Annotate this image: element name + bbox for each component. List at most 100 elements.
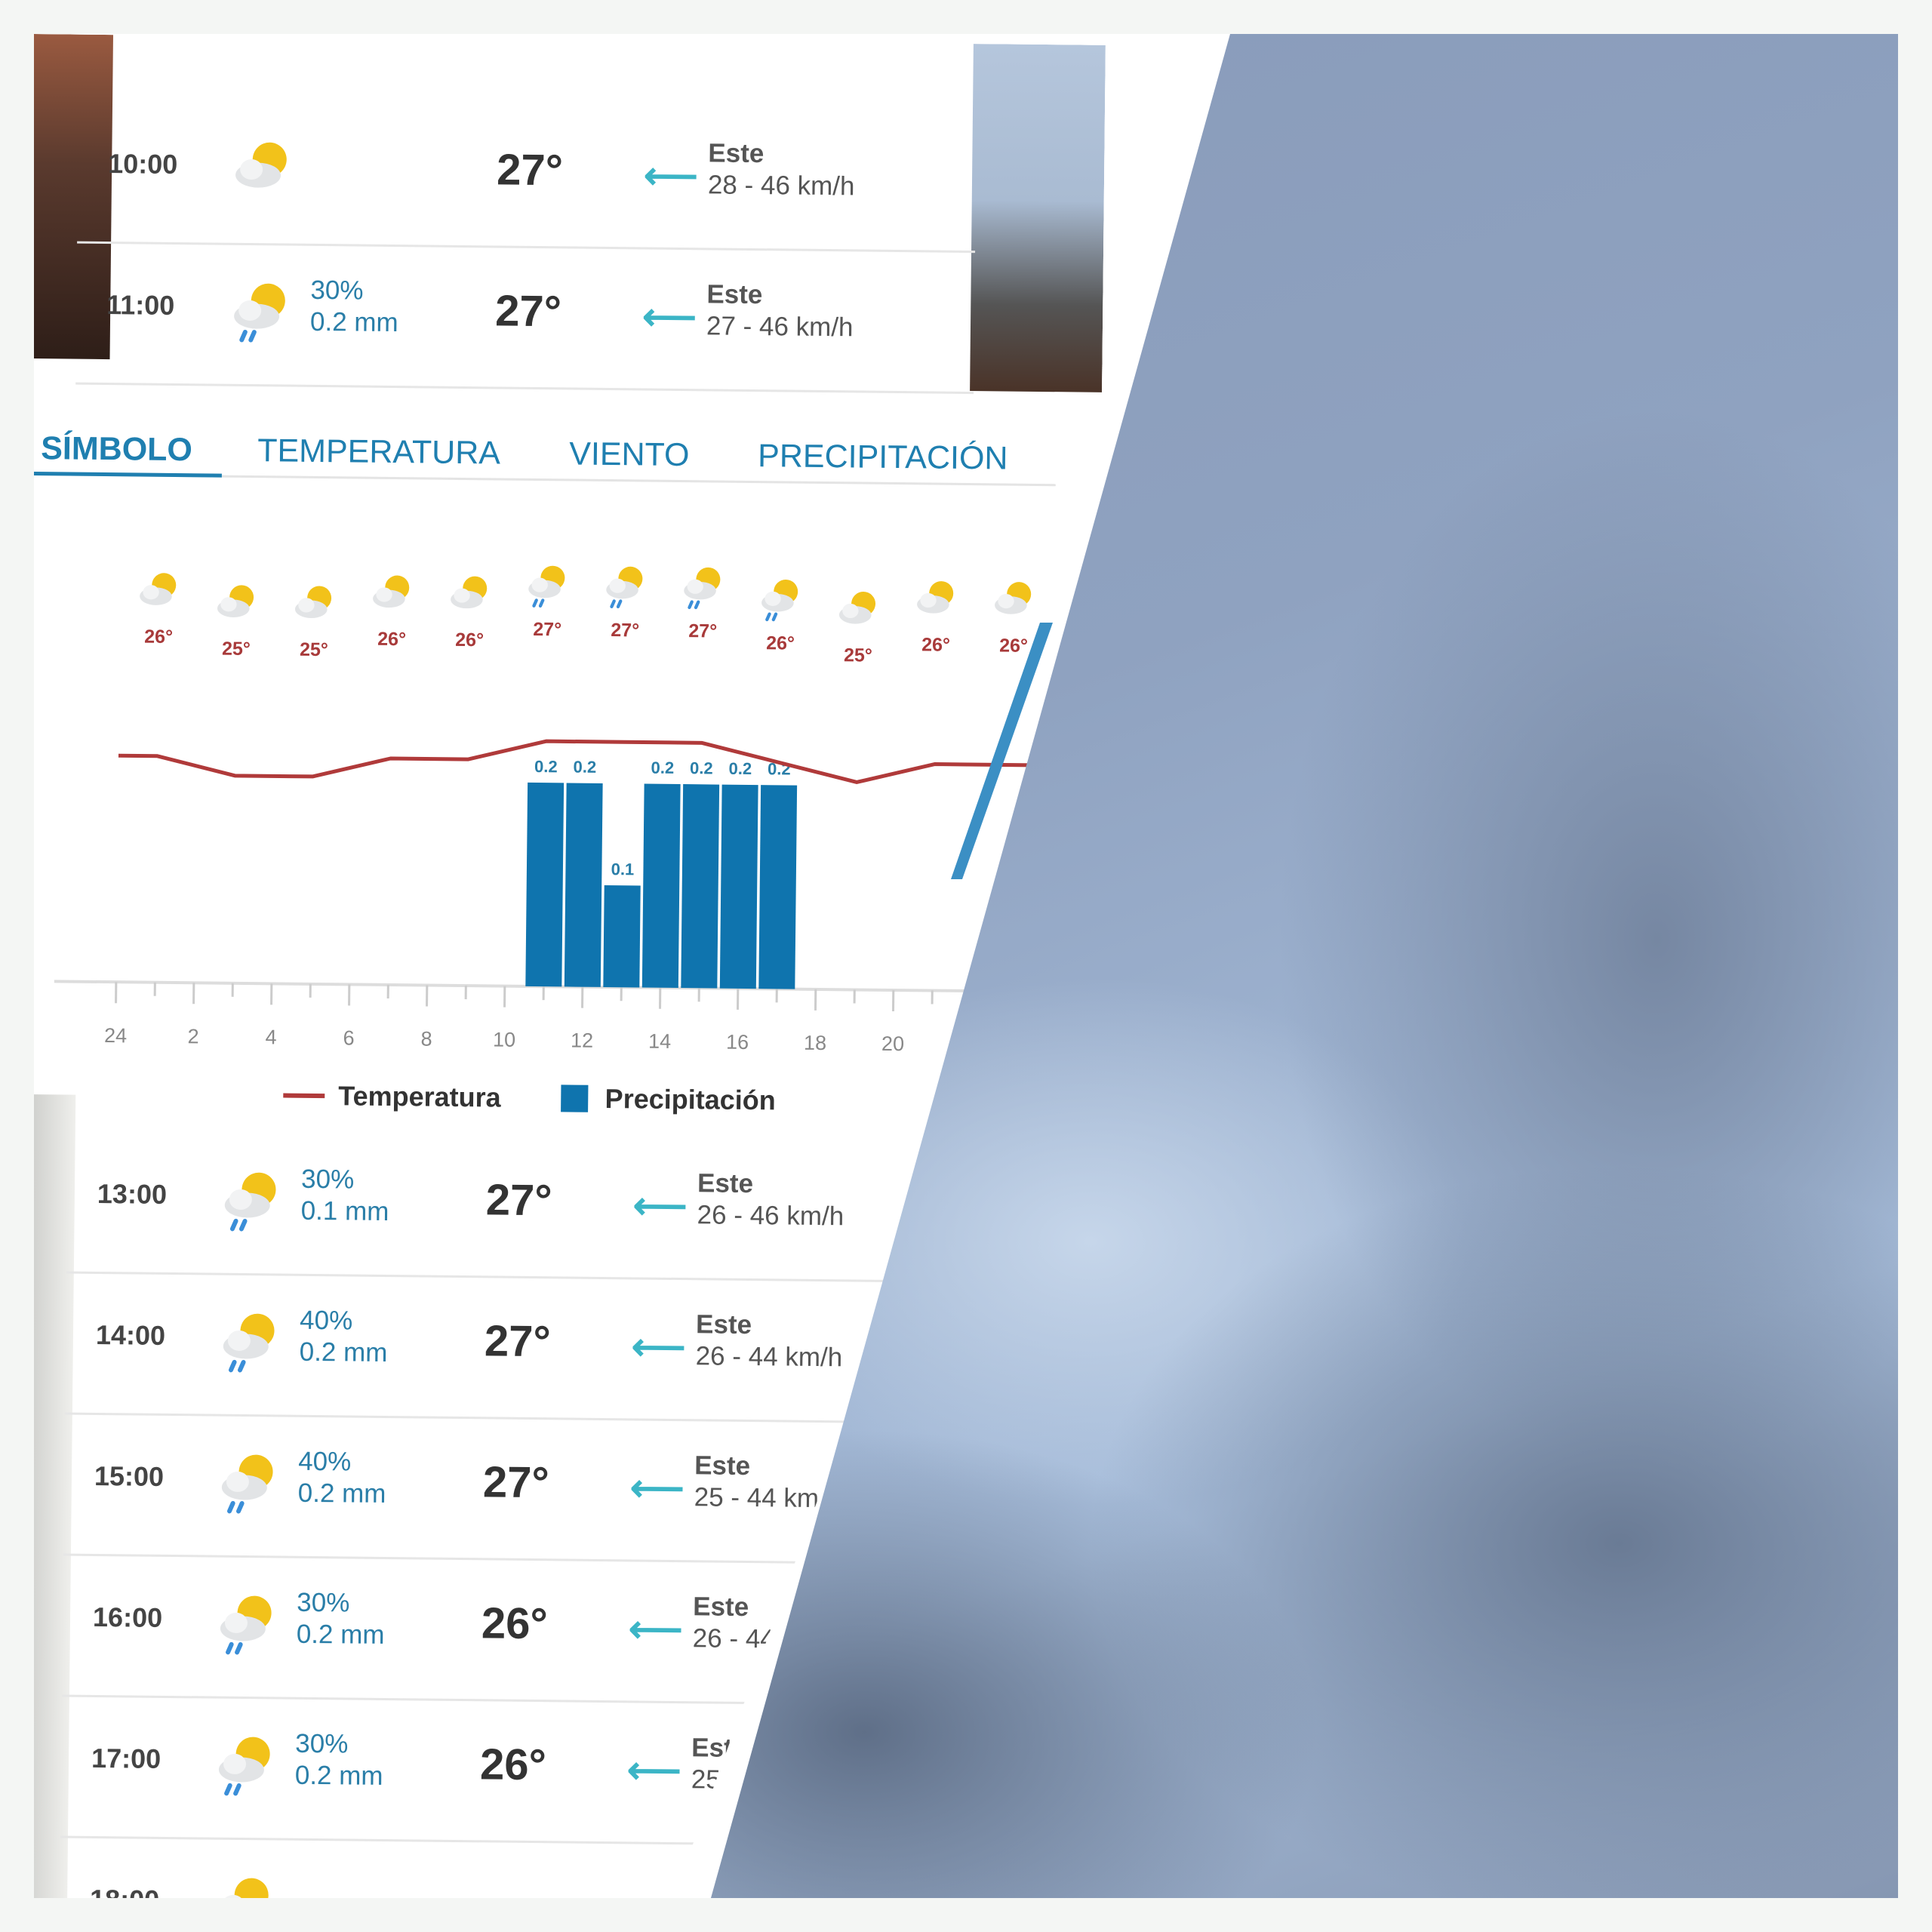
precip-probability: 40% [299,1305,353,1336]
precip-probability: 30% [310,275,364,306]
x-tick-label: 18 [804,1032,826,1054]
symbol-temperature: 25° [844,645,872,666]
precip-info: 30% 0.2 mm [310,275,399,339]
precip-bar [720,785,758,989]
sun-cloud-rain-icon [684,568,721,608]
row-time: 16:00 [92,1601,163,1633]
sun-cloud-rain-icon [761,580,798,620]
symbol-temperature: 26° [455,629,484,651]
forecast-row[interactable]: 18:00 [59,1838,958,1898]
wind-speed: 26 - 44 km/h [695,1341,843,1373]
wind-info: Este 27 - 46 km/h [706,278,854,343]
wind-arrow-icon: ⟵ [641,295,697,339]
precip-bar-label: 0.2 [651,758,674,777]
sun-cloud-icon [217,585,254,617]
precip-bar-label: 0.2 [573,758,596,777]
precip-bar-label: 0.2 [690,758,713,777]
legend-precip-swatch [561,1085,588,1112]
precip-bar [525,783,564,986]
x-tick-label: 4 [265,1026,276,1048]
row-temperature: 27° [484,1316,551,1367]
symbol-temperature: 25° [222,638,251,660]
row-time: 18:00 [90,1884,160,1898]
wind-info: Este 26 - 44 km/h [695,1309,842,1374]
wind-arrow-icon: ⟵ [626,1749,681,1792]
tab-temperatura[interactable]: TEMPERATURA [257,432,501,472]
sun-cloud-rain-icon [216,1306,285,1374]
symbol-temperature: 25° [300,639,328,660]
sun-cloud-icon [140,573,176,605]
forecast-row[interactable]: 14:00 40% 0.2 mm 27° ⟵ Este 26 - 44 km/h [65,1274,964,1424]
wind-direction: Este [695,1309,752,1340]
row-time: 10:00 [107,148,178,180]
sun-cloud-icon [295,586,331,618]
symbol-temperature: 26° [377,629,406,650]
forecast-row[interactable]: 13:00 30% 0.1 mm 27° ⟵ Este 26 - 46 km/h [66,1133,966,1283]
sun-cloud-icon [373,575,409,608]
symbol-temperature: 27° [688,620,717,641]
row-temperature: 27° [496,145,564,195]
background-strip [970,44,1106,392]
precip-amount: 0.2 mm [297,1478,386,1509]
row-temperature: 27° [482,1457,549,1508]
forecast-chart: 242468101214161820220.20.20.10.20.20.20.… [34,517,1085,1057]
precip-info: 30% 0.2 mm [295,1728,384,1792]
row-temperature: 26° [481,1598,549,1649]
precip-info: 40% 0.2 mm [300,1305,389,1369]
row-time: 15:00 [94,1460,165,1492]
precip-amount: 0.2 mm [294,1760,383,1791]
symbol-temperature: 26° [766,632,795,654]
row-temperature: 27° [485,1175,552,1226]
sun-cloud-icon [211,1870,279,1898]
sun-cloud-rain-icon [212,1729,281,1798]
wind-arrow-icon: ⟵ [632,1184,688,1228]
tab-simbolo[interactable]: SÍMBOLO [40,430,193,469]
wind-speed: 28 - 46 km/h [707,170,855,202]
row-time: 11:00 [106,289,175,321]
precip-bar-label: 0.1 [611,860,635,878]
x-tick-label: 20 [881,1032,904,1055]
precip-amount: 0.1 mm [300,1195,389,1227]
forecast-row[interactable]: 16:00 30% 0.2 mm 26° ⟵ Este 26 - 44 km/h [62,1556,961,1706]
row-time: 13:00 [97,1177,168,1210]
symbol-temperature: 26° [144,626,173,648]
x-tick-label: 10 [493,1028,515,1051]
forecast-row[interactable]: 15:00 40% 0.2 mm 27° ⟵ Este 25 - 44 km/h [63,1415,963,1565]
wind-direction: Este [697,1168,754,1199]
x-tick-label: 8 [420,1027,432,1050]
sun-cloud-icon [995,582,1031,614]
row-time: 14:00 [95,1318,166,1351]
sun-cloud-rain-icon [217,1164,286,1233]
precip-info: 40% 0.2 mm [298,1446,387,1510]
legend-temp-swatch [283,1094,325,1099]
wind-direction: Este [693,1592,749,1623]
precip-bar [603,885,640,987]
symbol-temperature: 27° [611,620,639,641]
precip-probability: 30% [300,1164,355,1195]
weather-app-screenshot: 10:00 27° ⟵ Este 28 - 46 km/h 11:00 30% 0.2… [34,34,1106,1898]
symbol-temperature: 27° [533,619,561,640]
precip-bar [642,784,681,988]
forecast-row[interactable]: 10:00 27° ⟵ Este 28 - 46 km/h [77,103,977,253]
tab-precipitacion[interactable]: PRECIPITACIÓN [757,438,1008,477]
symbol-temperature: 26° [921,634,950,655]
sun-cloud-rain-icon [227,275,296,344]
legend-precip-label: Precipitación [605,1083,776,1116]
tab-viento[interactable]: VIENTO [568,435,690,474]
precip-probability: 40% [298,1446,352,1477]
sun-cloud-rain-icon [606,566,643,607]
chart-tabs: SÍMBOLO TEMPERATURA VIENTO PRECIPITACIÓN [34,389,1057,486]
sun-cloud-icon [229,134,297,203]
chart-legend: Temperatura Precipitación [283,1078,776,1117]
x-tick-label: 24 [104,1024,127,1047]
precip-amount: 0.2 mm [296,1619,385,1650]
precip-bar [681,784,719,988]
wind-arrow-icon: ⟵ [643,154,699,198]
legend-temp-label: Temperatura [338,1080,501,1114]
wind-speed: 25 - 44 km/h [694,1482,841,1514]
x-tick-label: 6 [343,1026,354,1049]
forecast-row[interactable]: 11:00 30% 0.2 mm 27° ⟵ Este 27 - 46 km/h [75,244,975,394]
precip-bar-label: 0.2 [728,759,752,778]
